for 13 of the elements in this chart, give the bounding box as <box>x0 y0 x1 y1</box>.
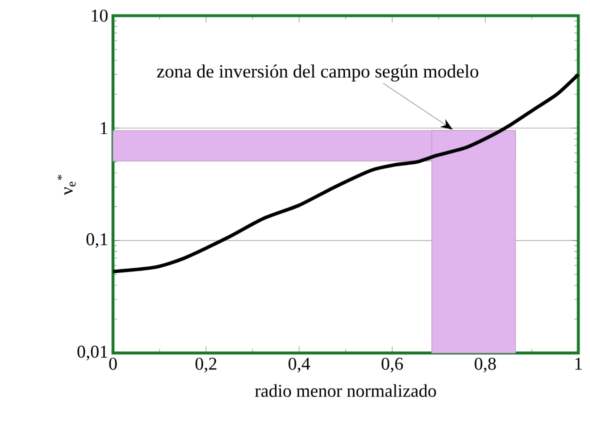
y-tick-label: 10 <box>92 10 108 22</box>
y-axis-title: ν$_{e}$* <box>57 174 76 195</box>
x-tick-label: 0,6 <box>382 358 403 372</box>
x-axis-title: radio menor normalizado <box>255 384 436 397</box>
x-tick-label: 1 <box>575 358 582 370</box>
y-tick-label: 0,01 <box>77 346 108 360</box>
y-tick-label: 1 <box>100 122 108 134</box>
x-tick-label: 0,2 <box>196 358 216 372</box>
annotation: zona de inversión del campo según modelo <box>157 64 478 82</box>
x-tick-label: 0,4 <box>288 358 310 372</box>
y-tick-label: 0,1 <box>86 233 108 248</box>
x-tick-label: 0 <box>109 358 117 370</box>
x-tick-label: 0,8 <box>474 358 496 372</box>
